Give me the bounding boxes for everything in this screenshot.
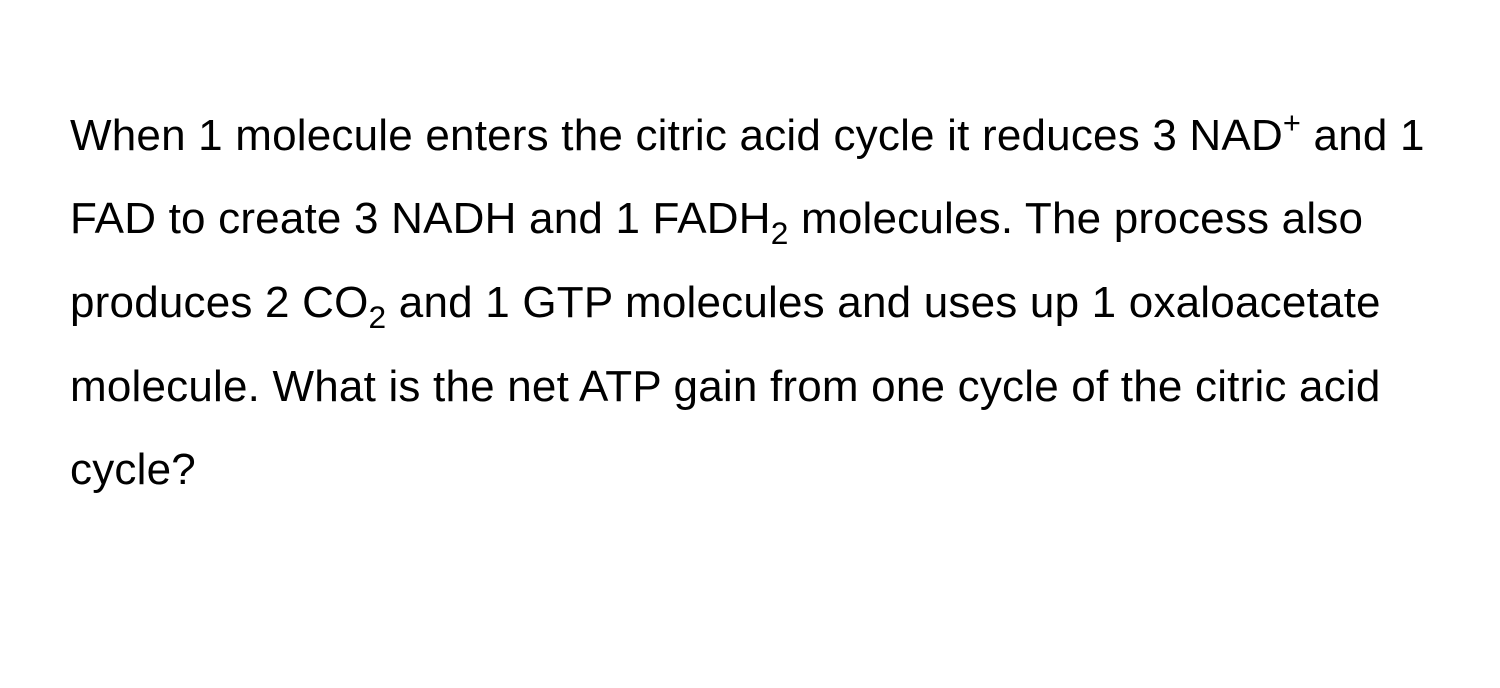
text-segment-1: When 1 molecule enters the citric acid c…: [70, 111, 1283, 160]
co2-subscript: 2: [369, 299, 387, 335]
nad-superscript: +: [1283, 105, 1301, 140]
question-paragraph: When 1 molecule enters the citric acid c…: [70, 95, 1430, 512]
fadh-subscript: 2: [771, 215, 789, 251]
